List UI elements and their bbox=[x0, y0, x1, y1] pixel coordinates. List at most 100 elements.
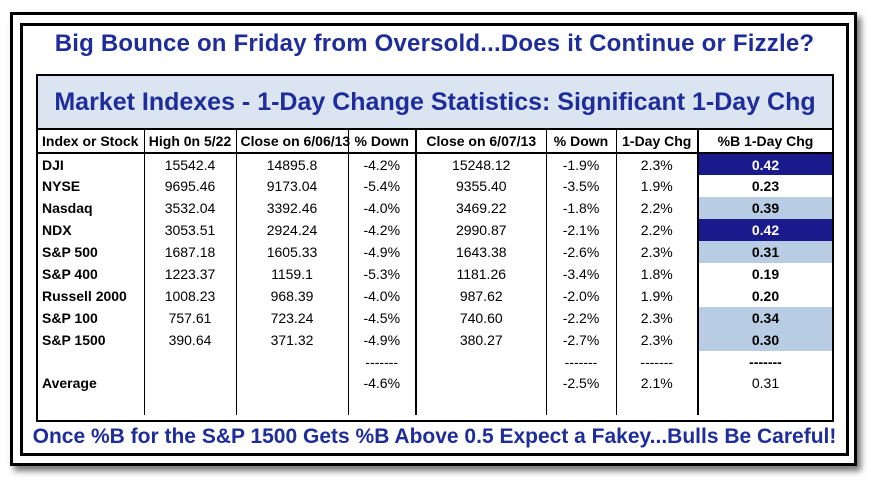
cell-chg: 1.9% bbox=[616, 285, 699, 307]
cell-down2: -3.4% bbox=[546, 263, 617, 285]
cell-close2: 1181.26 bbox=[416, 263, 547, 285]
cell-close1: 2924.24 bbox=[236, 219, 349, 241]
dash-down2: ------- bbox=[546, 351, 617, 372]
average-pb: 0.31 bbox=[698, 372, 832, 394]
cell-down1: -4.2% bbox=[348, 219, 417, 241]
table-row: S&P 100 757.61 723.24 -4.5% 740.60 -2.2% 2.3% 0… bbox=[38, 307, 832, 329]
cell-name: DJI bbox=[38, 153, 145, 175]
cell-down2: -2.7% bbox=[546, 329, 617, 351]
cell-close1: 3392.46 bbox=[236, 197, 349, 219]
average-down1: -4.6% bbox=[348, 372, 417, 394]
cell-chg: 2.3% bbox=[616, 153, 699, 175]
cell-name: Nasdaq bbox=[38, 197, 145, 219]
col-header-down2: % Down bbox=[546, 130, 617, 154]
empty-cell bbox=[546, 394, 617, 415]
cell-high: 390.64 bbox=[144, 329, 237, 351]
cell-close2: 740.60 bbox=[416, 307, 547, 329]
cell-pb: 0.39 bbox=[698, 197, 832, 219]
cell-pb: 0.19 bbox=[698, 263, 832, 285]
empty-cell bbox=[38, 394, 145, 415]
col-header-index: Index or Stock bbox=[38, 130, 145, 154]
table-row: Nasdaq 3532.04 3392.46 -4.0% 3469.22 -1.8% 2.2… bbox=[38, 197, 832, 219]
cell-name: S&P 100 bbox=[38, 307, 145, 329]
blank-row bbox=[38, 394, 832, 415]
empty-cell bbox=[38, 351, 145, 372]
empty-cell bbox=[236, 351, 349, 372]
cell-down1: -4.9% bbox=[348, 241, 417, 263]
cell-name: NYSE bbox=[38, 175, 145, 197]
empty-cell bbox=[416, 372, 547, 394]
cell-pb: 0.20 bbox=[698, 285, 832, 307]
average-row: Average -4.6% -2.5% 2.1% 0.31 bbox=[38, 372, 832, 394]
table-row: S&P 1500 390.64 371.32 -4.9% 380.27 -2.7% 2.3%… bbox=[38, 329, 832, 351]
cell-close1: 968.39 bbox=[236, 285, 349, 307]
cell-chg: 2.3% bbox=[616, 241, 699, 263]
dash-chg: ------- bbox=[616, 351, 699, 372]
table-row: NYSE 9695.46 9173.04 -5.4% 9355.40 -3.5% 1.9% 0… bbox=[38, 175, 832, 197]
cell-close2: 987.62 bbox=[416, 285, 547, 307]
cell-chg: 1.8% bbox=[616, 263, 699, 285]
header-row: Index or Stock High 0n 5/22 Close on 6/0… bbox=[38, 130, 832, 154]
col-header-close1: Close on 6/06/13 bbox=[236, 130, 350, 154]
cell-down2: -1.8% bbox=[546, 197, 617, 219]
cell-name: Russell 2000 bbox=[38, 285, 145, 307]
cell-close2: 3469.22 bbox=[416, 197, 547, 219]
cell-high: 1687.18 bbox=[144, 241, 237, 263]
cell-down1: -5.4% bbox=[348, 175, 417, 197]
cell-down2: -1.9% bbox=[546, 153, 617, 175]
empty-cell bbox=[348, 394, 417, 415]
cell-pb: 0.30 bbox=[698, 329, 832, 351]
cell-high: 9695.46 bbox=[144, 175, 237, 197]
cell-close1: 371.32 bbox=[236, 329, 349, 351]
cell-close2: 15248.12 bbox=[416, 153, 547, 175]
cell-chg: 1.9% bbox=[616, 175, 699, 197]
dash-pb: ------- bbox=[698, 351, 832, 372]
cell-pb: 0.31 bbox=[698, 241, 832, 263]
col-header-high: High 0n 5/22 bbox=[144, 130, 237, 154]
cell-down1: -4.0% bbox=[348, 197, 417, 219]
cell-high: 1223.37 bbox=[144, 263, 237, 285]
col-header-close2: Close on 6/07/13 bbox=[416, 130, 547, 154]
cell-down1: -4.0% bbox=[348, 285, 417, 307]
cell-name: S&P 500 bbox=[38, 241, 145, 263]
col-header-pb: %B 1-Day Chg bbox=[698, 130, 832, 154]
cell-close1: 1605.33 bbox=[236, 241, 349, 263]
cell-high: 3053.51 bbox=[144, 219, 237, 241]
cell-close2: 2990.87 bbox=[416, 219, 547, 241]
cell-name: S&P 400 bbox=[38, 263, 145, 285]
table-row: DJI 15542.4 14895.8 -4.2% 15248.12 -1.9% 2.3% 0… bbox=[38, 153, 832, 175]
empty-cell bbox=[698, 394, 832, 415]
cell-close2: 9355.40 bbox=[416, 175, 547, 197]
cell-close1: 1159.1 bbox=[236, 263, 349, 285]
cell-down1: -4.2% bbox=[348, 153, 417, 175]
headline: Big Bounce on Friday from Oversold...Doe… bbox=[54, 30, 815, 57]
cell-pb: 0.42 bbox=[698, 219, 832, 241]
separator-row: ------- ------- ------- ------- bbox=[38, 351, 832, 372]
cell-pb: 0.42 bbox=[698, 153, 832, 175]
statistics-table: Index or Stock High 0n 5/22 Close on 6/0… bbox=[38, 130, 832, 415]
table-row: S&P 400 1223.37 1159.1 -5.3% 1181.26 -3.4% 1.8… bbox=[38, 263, 832, 285]
cell-chg: 2.3% bbox=[616, 307, 699, 329]
cell-down2: -2.0% bbox=[546, 285, 617, 307]
col-header-down1: % Down bbox=[348, 130, 417, 154]
cell-down1: -4.9% bbox=[348, 329, 417, 351]
footer-note: Once %B for the S&P 1500 Gets %B Above 0… bbox=[32, 425, 837, 448]
cell-down2: -2.2% bbox=[546, 307, 617, 329]
average-down2: -2.5% bbox=[546, 372, 617, 394]
cell-high: 3532.04 bbox=[144, 197, 237, 219]
cell-down1: -5.3% bbox=[348, 263, 417, 285]
cell-chg: 2.2% bbox=[616, 197, 699, 219]
empty-cell bbox=[616, 394, 699, 415]
statistics-table-panel: Market Indexes - 1-Day Change Statistics… bbox=[36, 74, 834, 422]
cell-down2: -3.5% bbox=[546, 175, 617, 197]
col-header-chg: 1-Day Chg bbox=[616, 130, 699, 154]
cell-pb: 0.23 bbox=[698, 175, 832, 197]
cell-pb: 0.34 bbox=[698, 307, 832, 329]
cell-high: 1008.23 bbox=[144, 285, 237, 307]
empty-cell bbox=[236, 372, 349, 394]
empty-cell bbox=[144, 372, 237, 394]
table-row: Russell 2000 1008.23 968.39 -4.0% 987.62 -2.0… bbox=[38, 285, 832, 307]
cell-down2: -2.1% bbox=[546, 219, 617, 241]
cell-close2: 1643.38 bbox=[416, 241, 547, 263]
table-title: Market Indexes - 1-Day Change Statistics… bbox=[38, 76, 832, 130]
